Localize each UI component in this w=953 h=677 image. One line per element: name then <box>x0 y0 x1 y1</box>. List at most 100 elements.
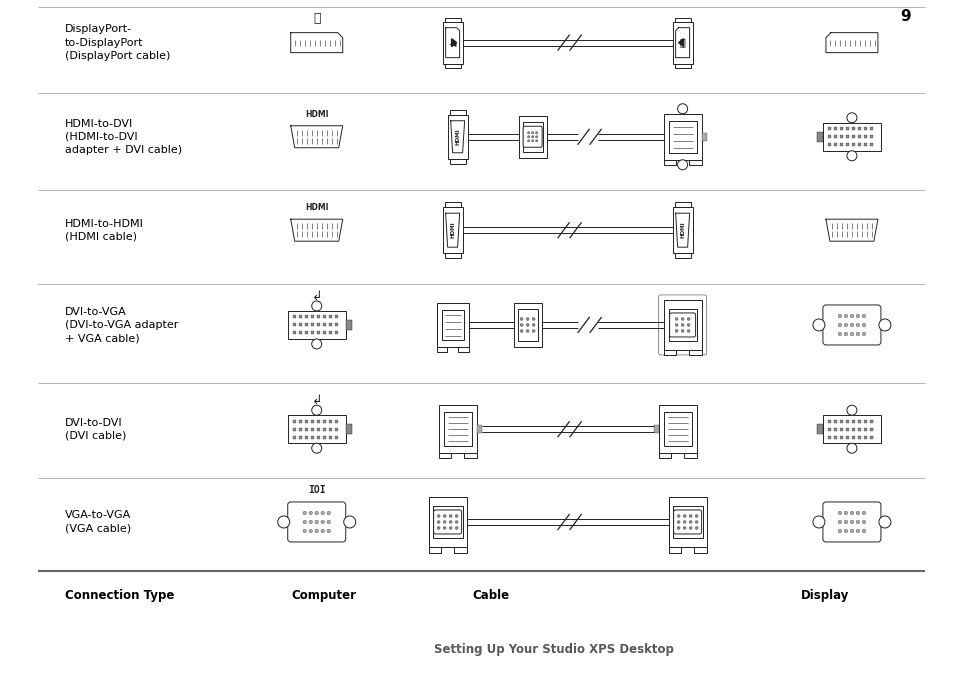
Bar <box>305 428 308 431</box>
Bar <box>335 332 338 334</box>
Bar <box>840 420 842 422</box>
Circle shape <box>855 314 859 318</box>
Text: Ⓓ: Ⓓ <box>313 12 320 24</box>
Bar <box>329 420 332 422</box>
Bar <box>869 144 873 146</box>
Circle shape <box>320 511 324 515</box>
Text: Connection Type: Connection Type <box>65 589 174 603</box>
Circle shape <box>309 529 313 533</box>
Bar <box>444 18 460 22</box>
Circle shape <box>686 324 689 326</box>
Circle shape <box>838 520 841 524</box>
Bar <box>299 428 302 431</box>
Circle shape <box>675 318 678 320</box>
Circle shape <box>838 511 841 515</box>
Circle shape <box>449 527 452 529</box>
Bar <box>305 332 308 334</box>
Polygon shape <box>445 213 459 247</box>
Bar <box>822 123 880 151</box>
Circle shape <box>531 135 534 138</box>
Bar <box>517 309 537 341</box>
Bar <box>845 127 848 130</box>
Text: ↲: ↲ <box>311 290 322 303</box>
Circle shape <box>343 516 355 528</box>
Circle shape <box>849 511 853 515</box>
Bar <box>674 18 690 22</box>
Bar <box>845 420 848 422</box>
Bar <box>858 428 861 431</box>
Circle shape <box>309 511 313 515</box>
Bar <box>323 420 326 422</box>
Bar <box>834 144 837 146</box>
Text: 9: 9 <box>900 9 910 24</box>
Bar <box>329 436 332 439</box>
Bar <box>432 506 462 538</box>
Text: HDMI-to-DVI
(HDMI-to-DVI
adapter + DVI cable): HDMI-to-DVI (HDMI-to-DVI adapter + DVI c… <box>65 118 182 155</box>
Text: Computer: Computer <box>291 589 355 603</box>
Circle shape <box>455 515 457 517</box>
Circle shape <box>682 527 685 529</box>
Bar <box>441 310 463 340</box>
Bar <box>858 127 861 130</box>
Bar <box>444 64 460 68</box>
Bar <box>863 127 866 130</box>
Bar <box>668 497 706 547</box>
Text: Cable: Cable <box>472 589 509 603</box>
FancyBboxPatch shape <box>669 313 695 337</box>
Circle shape <box>849 520 853 524</box>
Bar <box>317 315 320 318</box>
Circle shape <box>677 104 687 114</box>
Bar <box>317 420 320 422</box>
Circle shape <box>688 527 692 529</box>
Text: ↲: ↲ <box>311 394 322 408</box>
Bar <box>688 160 700 165</box>
Circle shape <box>695 515 698 517</box>
Bar <box>317 332 320 334</box>
Bar <box>827 428 831 431</box>
Bar <box>436 347 447 352</box>
Bar <box>816 132 822 141</box>
Circle shape <box>862 332 864 336</box>
Bar <box>674 253 690 258</box>
Bar <box>463 453 476 458</box>
Bar <box>293 324 296 326</box>
Bar <box>329 428 332 431</box>
Circle shape <box>436 515 439 517</box>
FancyBboxPatch shape <box>822 502 880 542</box>
Text: VGA-to-VGA
(VGA cable): VGA-to-VGA (VGA cable) <box>65 510 131 533</box>
Circle shape <box>686 330 689 332</box>
Bar <box>827 420 831 422</box>
Circle shape <box>878 319 890 331</box>
Circle shape <box>838 323 841 327</box>
Circle shape <box>320 529 324 533</box>
Bar <box>827 135 831 138</box>
Circle shape <box>532 330 535 332</box>
Bar <box>845 135 848 138</box>
Circle shape <box>686 318 689 320</box>
Bar <box>444 253 460 258</box>
Bar <box>869 428 873 431</box>
Text: ⚿: ⚿ <box>679 38 685 47</box>
Bar <box>311 428 314 431</box>
Bar <box>323 428 326 431</box>
Bar <box>513 303 541 347</box>
Circle shape <box>309 520 313 524</box>
Bar <box>323 315 326 318</box>
Bar <box>869 135 873 138</box>
Circle shape <box>838 529 841 533</box>
Circle shape <box>862 520 864 524</box>
Bar <box>329 332 332 334</box>
Circle shape <box>855 529 859 533</box>
Bar <box>845 428 848 431</box>
Bar <box>428 497 466 547</box>
Circle shape <box>878 516 890 528</box>
Bar <box>863 436 866 439</box>
Bar <box>827 127 831 130</box>
Circle shape <box>531 131 534 134</box>
Polygon shape <box>291 126 342 148</box>
Bar <box>299 332 302 334</box>
Polygon shape <box>678 39 683 47</box>
Polygon shape <box>675 28 689 58</box>
Bar <box>822 415 880 443</box>
Bar <box>311 315 314 318</box>
